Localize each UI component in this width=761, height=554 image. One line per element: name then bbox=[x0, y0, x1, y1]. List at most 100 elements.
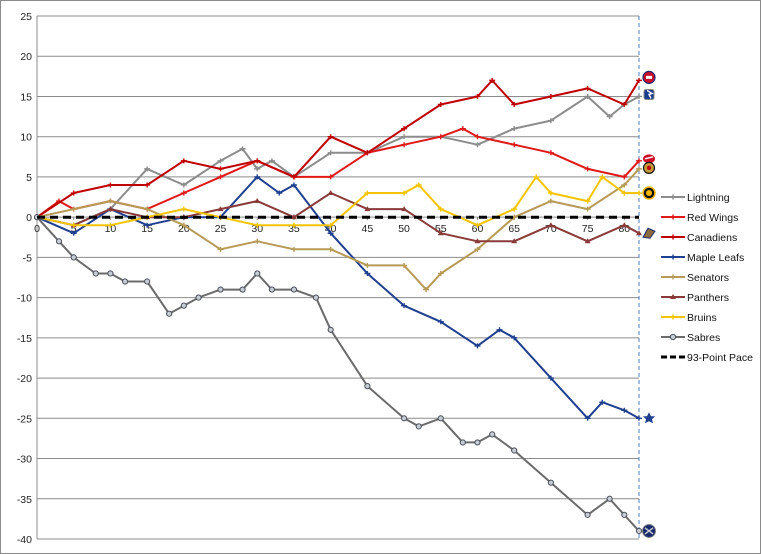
red-wings-logo-wing bbox=[644, 156, 654, 160]
y-tick-label: 15 bbox=[20, 91, 32, 103]
data-point-panthers bbox=[547, 222, 554, 228]
data-point-panthers bbox=[290, 214, 297, 220]
data-point-sabres bbox=[547, 479, 555, 486]
data-point-bruins bbox=[327, 222, 334, 228]
data-point-canadiens bbox=[144, 182, 151, 188]
data-point-bruins bbox=[401, 190, 408, 196]
data-point-sabres bbox=[107, 270, 114, 277]
data-point-canadiens bbox=[180, 158, 187, 164]
data-point-canadiens bbox=[489, 77, 496, 83]
data-point-canadiens bbox=[254, 158, 261, 164]
data-point-sabres bbox=[312, 294, 320, 301]
x-tick-label: 35 bbox=[288, 223, 300, 235]
panthers-logo-shape bbox=[642, 227, 656, 239]
data-point-sabres bbox=[584, 511, 591, 518]
canadiens-logo-icon bbox=[642, 70, 656, 84]
y-tick-label: 20 bbox=[20, 51, 32, 63]
senators-logo-center bbox=[646, 165, 652, 171]
y-tick-label: -35 bbox=[17, 494, 32, 506]
legend-marker-panthers bbox=[670, 294, 676, 299]
data-point-sabres bbox=[92, 270, 99, 277]
data-point-bruins bbox=[584, 198, 591, 204]
data-point-red-wings bbox=[180, 190, 187, 196]
series-line-lightning bbox=[36, 95, 640, 227]
x-tick-label: 55 bbox=[435, 223, 447, 235]
gridlines bbox=[37, 15, 639, 540]
data-point-senators bbox=[254, 238, 261, 244]
data-point-lightning bbox=[547, 118, 554, 124]
data-point-lightning bbox=[327, 150, 334, 156]
data-point-sabres bbox=[400, 415, 408, 422]
data-point-canadiens bbox=[547, 93, 554, 99]
y-tick-label: -15 bbox=[17, 333, 32, 345]
data-point-red-wings bbox=[437, 134, 444, 140]
data-point-panthers bbox=[636, 230, 642, 236]
team-logos bbox=[642, 70, 656, 538]
data-point-bruins bbox=[636, 190, 642, 196]
y-tick-label: -5 bbox=[23, 252, 32, 264]
data-point-senators bbox=[290, 246, 297, 252]
data-point-maple-leafs bbox=[290, 182, 297, 188]
data-point-bruins bbox=[364, 190, 371, 196]
maple-leafs-logo-icon bbox=[643, 412, 655, 424]
x-tick-label: 75 bbox=[582, 223, 594, 235]
data-point-bruins bbox=[415, 182, 422, 188]
panthers-logo-icon bbox=[642, 227, 656, 239]
data-point-panthers bbox=[621, 222, 628, 228]
data-point-canadiens bbox=[621, 102, 628, 108]
data-point-canadiens bbox=[474, 93, 481, 99]
data-point-bruins bbox=[107, 222, 114, 228]
data-point-lightning bbox=[144, 166, 151, 172]
data-point-sabres bbox=[474, 439, 481, 446]
data-point-maple-leafs bbox=[621, 407, 628, 413]
data-point-senators bbox=[144, 206, 151, 212]
data-point-canadiens bbox=[290, 174, 297, 180]
x-tick-label: 15 bbox=[141, 223, 153, 235]
data-point-sabres bbox=[121, 278, 129, 285]
data-point-senators bbox=[70, 206, 77, 212]
data-point-lightning bbox=[584, 93, 591, 99]
data-point-sabres bbox=[217, 286, 224, 293]
data-point-lightning bbox=[606, 114, 613, 120]
data-point-senators bbox=[180, 222, 187, 228]
data-point-maple-leafs bbox=[584, 415, 591, 421]
data-point-red-wings bbox=[584, 166, 591, 172]
data-point-sabres bbox=[621, 511, 628, 518]
data-point-sabres bbox=[437, 415, 444, 422]
data-point-maple-leafs bbox=[636, 415, 642, 421]
data-point-sabres bbox=[239, 286, 246, 293]
data-point-bruins bbox=[70, 222, 77, 228]
data-point-bruins bbox=[511, 206, 518, 212]
sabres-logo-icon bbox=[642, 523, 656, 538]
legend-label-sabres: Sabres bbox=[687, 332, 720, 344]
data-point-red-wings bbox=[621, 174, 628, 180]
legend-label-maple-leafs: Maple Leafs bbox=[687, 252, 744, 264]
y-tick-label: -30 bbox=[17, 454, 32, 466]
series-lines bbox=[33, 77, 643, 535]
data-point-bruins bbox=[599, 174, 606, 180]
data-point-bruins bbox=[254, 222, 261, 228]
data-point-senators bbox=[364, 262, 371, 268]
data-point-sabres bbox=[459, 439, 466, 446]
data-point-red-wings bbox=[217, 174, 224, 180]
data-point-bruins bbox=[474, 222, 481, 228]
data-point-canadiens bbox=[401, 126, 408, 132]
data-point-senators bbox=[217, 246, 224, 252]
data-point-lightning bbox=[401, 134, 408, 140]
sabres-logo-swords bbox=[644, 527, 654, 535]
data-point-maple-leafs bbox=[496, 327, 503, 333]
canadiens-logo-band bbox=[646, 75, 652, 79]
data-point-bruins bbox=[547, 190, 554, 196]
data-point-maple-leafs bbox=[599, 399, 606, 405]
data-point-panthers bbox=[437, 230, 444, 236]
data-point-sabres bbox=[268, 286, 276, 293]
data-point-senators bbox=[621, 182, 628, 188]
y-tick-label: 10 bbox=[20, 132, 32, 144]
data-point-sabres bbox=[55, 238, 63, 245]
legend-label-bruins: Bruins bbox=[687, 312, 717, 324]
data-point-sabres bbox=[70, 254, 77, 261]
data-point-sabres bbox=[254, 270, 261, 277]
data-point-panthers bbox=[511, 238, 518, 244]
data-point-red-wings bbox=[459, 126, 466, 132]
x-tick-label: 65 bbox=[508, 223, 520, 235]
